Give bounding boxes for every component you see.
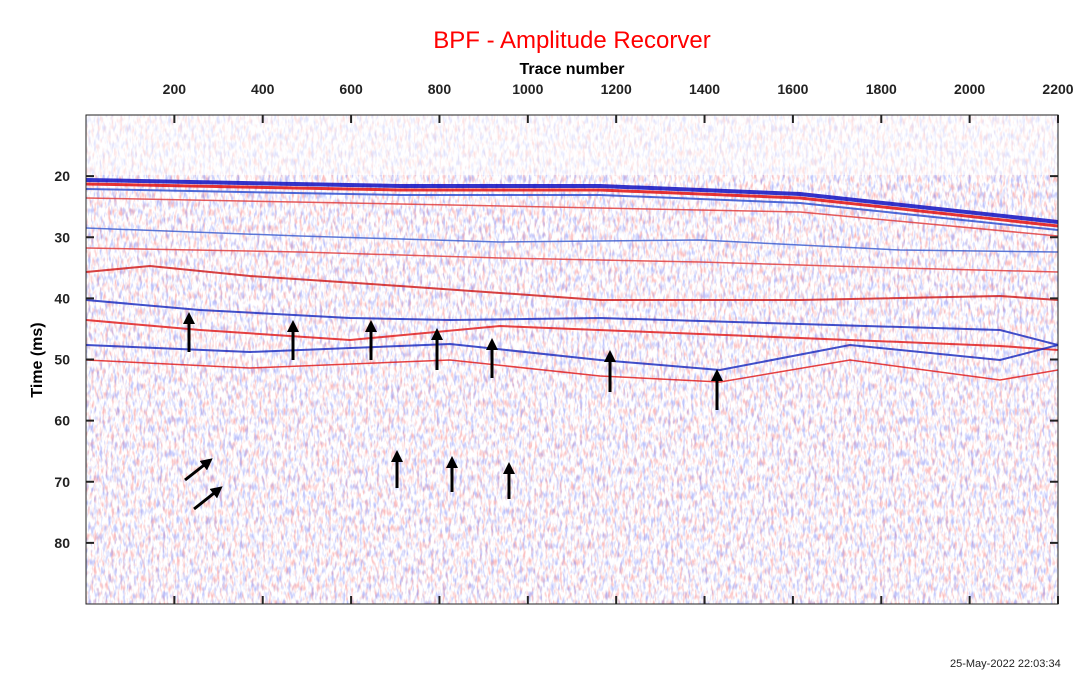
x-tick-label: 1800: [866, 81, 897, 97]
x-tick-label: 600: [339, 81, 363, 97]
y-axis-label: Time (ms): [29, 322, 46, 397]
x-tick-label: 1600: [777, 81, 808, 97]
y-tick-label: 40: [54, 290, 70, 306]
x-tick-label: 1000: [512, 81, 543, 97]
x-tick-label: 2200: [1042, 81, 1073, 97]
x-tick-label: 2000: [954, 81, 985, 97]
reflector: [86, 227, 1058, 253]
x-tick-label: 1400: [689, 81, 720, 97]
reflector: [86, 299, 1058, 346]
y-tick-label: 80: [54, 535, 70, 551]
reflector: [86, 359, 1058, 383]
y-tick-label: 50: [54, 352, 70, 368]
reflector: [86, 178, 1058, 224]
reflector: [86, 247, 1058, 273]
reflector: [86, 342, 1058, 372]
x-tick-label: 800: [428, 81, 452, 97]
seismic-section: [86, 115, 1058, 604]
annotation-arrow: [193, 486, 223, 511]
reflector: [86, 188, 1058, 231]
chart-title: BPF - Amplitude Recorver: [433, 27, 710, 54]
reflector: [86, 319, 1058, 351]
reflector: [86, 182, 1058, 228]
y-tick-label: 60: [54, 413, 70, 429]
x-tick-label: 400: [251, 81, 275, 97]
timestamp: 25-May-2022 22:03:34: [950, 658, 1061, 670]
y-tick-label: 20: [54, 168, 70, 184]
x-tick-label: 1200: [601, 81, 632, 97]
x-axis-label: Trace number: [520, 61, 625, 78]
reflector: [86, 264, 1058, 301]
x-tick-label: 200: [163, 81, 187, 97]
y-tick-label: 70: [54, 474, 70, 490]
annotation-arrow: [184, 458, 213, 482]
water-column: [86, 115, 1058, 175]
reflector: [86, 197, 1058, 237]
y-tick-label: 30: [54, 229, 70, 245]
noise-blue: [86, 115, 1058, 604]
